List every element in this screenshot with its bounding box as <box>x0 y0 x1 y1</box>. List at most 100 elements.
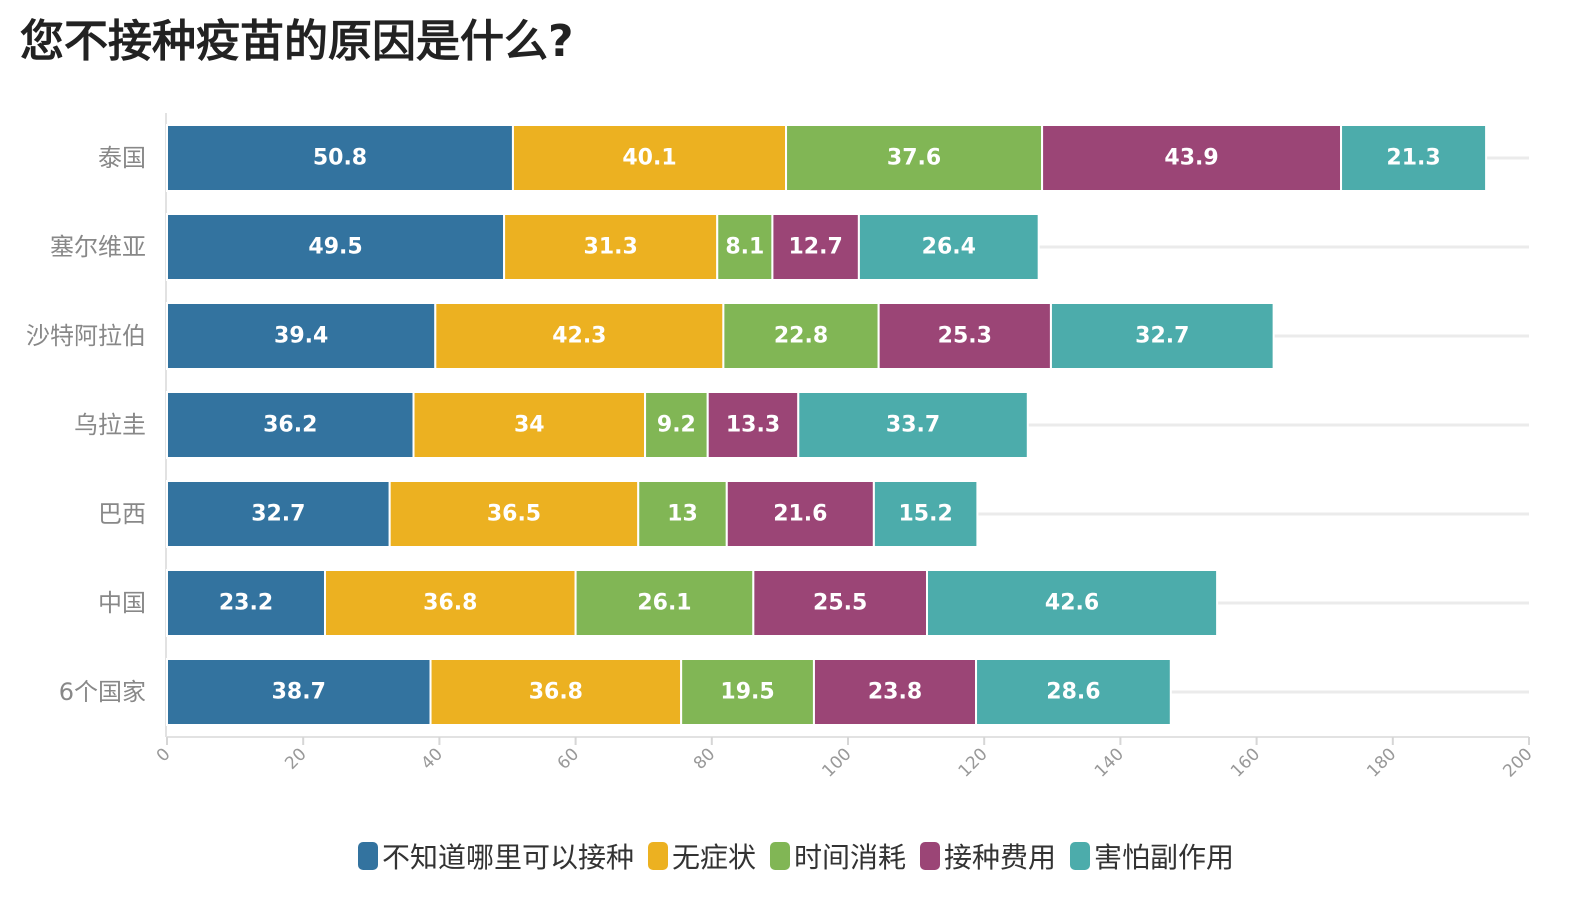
bar-segment <box>166 391 415 459</box>
data-label: 36.8 <box>423 591 477 616</box>
bar-segment <box>722 302 880 370</box>
category-label: 乌拉圭 <box>74 411 146 439</box>
legend-item[interactable]: 无症状 <box>647 836 756 876</box>
data-label: 36.5 <box>487 502 541 527</box>
x-tick-label: 120 <box>955 744 992 781</box>
data-label: 42.3 <box>552 324 606 349</box>
data-label: 12.7 <box>789 235 843 260</box>
bar-segment <box>797 391 1029 459</box>
stacked-bar-chart: 0 20 40 60 80 100 120 140 160 180 200 泰国 50.8 40.1 37.… <box>26 113 1537 781</box>
data-label: 32.7 <box>1135 324 1189 349</box>
data-label: 36.8 <box>529 680 583 705</box>
bar-segment <box>1049 302 1275 370</box>
data-label: 42.6 <box>1045 591 1099 616</box>
data-label: 26.4 <box>922 235 976 260</box>
data-label: 49.5 <box>308 235 362 260</box>
category-label: 6个国家 <box>59 678 146 706</box>
x-tick-label: 60 <box>554 744 583 773</box>
x-tick-label: 20 <box>281 744 310 773</box>
bar-segment <box>637 480 728 548</box>
category-label: 巴西 <box>98 500 146 528</box>
legend-item[interactable]: 害怕副作用 <box>1070 836 1234 876</box>
legend-item[interactable]: 接种费用 <box>920 836 1056 876</box>
x-tick-label: 160 <box>1227 744 1264 781</box>
legend-item[interactable]: 不知道哪里可以接种 <box>357 836 634 876</box>
data-label: 38.7 <box>272 680 326 705</box>
bar-segment <box>644 391 709 459</box>
legend-swatch <box>769 842 790 870</box>
data-label: 8.1 <box>725 235 764 260</box>
legend-label: 害怕副作用 <box>1094 841 1235 874</box>
category-label: 泰国 <box>98 144 146 172</box>
data-label: 9.2 <box>657 413 696 438</box>
x-tick-label: 180 <box>1363 744 1400 781</box>
data-label: 40.1 <box>622 146 676 171</box>
data-label: 22.8 <box>774 324 828 349</box>
data-label: 43.9 <box>1164 146 1218 171</box>
legend-item[interactable]: 时间消耗 <box>769 836 906 876</box>
data-label: 34 <box>514 413 545 438</box>
bar-segment <box>812 658 978 726</box>
data-label: 50.8 <box>313 146 367 171</box>
bar-segment <box>975 658 1172 726</box>
bar-segment <box>166 480 391 548</box>
x-tick-label: 140 <box>1091 744 1128 781</box>
data-label: 26.1 <box>637 591 691 616</box>
category-label: 沙特阿拉伯 <box>26 322 146 350</box>
data-label: 19.5 <box>720 680 774 705</box>
x-tick-label: 200 <box>1499 744 1536 781</box>
category-label: 塞尔维亚 <box>50 233 146 261</box>
data-label: 15.2 <box>898 502 952 527</box>
bar-segment <box>412 391 647 459</box>
x-tick-label: 100 <box>818 744 855 781</box>
bar-segment <box>166 124 514 192</box>
bar-segment <box>877 302 1052 370</box>
bar-segment <box>434 302 725 370</box>
bar-segment <box>785 124 1044 192</box>
data-label: 28.6 <box>1046 680 1100 705</box>
data-label: 31.3 <box>584 235 638 260</box>
data-label: 32.7 <box>251 502 305 527</box>
x-tick-label: 0 <box>153 744 175 766</box>
bar-segment <box>1340 124 1488 192</box>
legend-swatch <box>647 842 668 870</box>
data-label: 25.5 <box>813 591 867 616</box>
bar-segment <box>511 124 788 192</box>
bar-segment <box>716 213 774 281</box>
bar-segment <box>323 569 577 637</box>
data-label: 23.2 <box>219 591 273 616</box>
bar-segment <box>1041 124 1343 192</box>
data-label: 23.8 <box>868 680 922 705</box>
data-label: 21.6 <box>773 502 827 527</box>
data-label: 21.3 <box>1386 146 1440 171</box>
data-label: 33.7 <box>886 413 940 438</box>
data-label: 39.4 <box>274 324 328 349</box>
x-tick-label: 80 <box>690 744 719 773</box>
bar-segment <box>166 213 506 281</box>
legend-label: 时间消耗 <box>793 841 906 874</box>
legend-swatch <box>1070 842 1091 870</box>
x-tick-label: 40 <box>417 744 446 773</box>
legend-label: 接种费用 <box>944 841 1057 874</box>
data-label: 36.2 <box>263 413 317 438</box>
legend: 不知道哪里可以接种 无症状 时间消耗 接种费用 害怕副作用 <box>0 836 1592 876</box>
data-label: 37.6 <box>887 146 941 171</box>
bar-segment <box>503 213 719 281</box>
legend-label: 不知道哪里可以接种 <box>381 841 634 874</box>
legend-label: 无症状 <box>671 841 756 874</box>
bar-segment <box>429 658 683 726</box>
bar-segment <box>166 302 437 370</box>
bar-segment <box>166 569 326 637</box>
legend-swatch <box>920 842 940 870</box>
bar-segment <box>925 569 1219 637</box>
data-label: 13 <box>667 502 698 527</box>
bar-segment <box>872 480 979 548</box>
bar-segment <box>725 480 875 548</box>
bar-segment <box>857 213 1040 281</box>
legend-swatch <box>357 842 378 870</box>
chart-title: 您不接种疫苗的原因是什么? <box>20 16 574 67</box>
data-label: 25.3 <box>938 324 992 349</box>
bar-segment <box>388 480 640 548</box>
data-label: 13.3 <box>726 413 780 438</box>
category-label: 中国 <box>98 589 146 617</box>
